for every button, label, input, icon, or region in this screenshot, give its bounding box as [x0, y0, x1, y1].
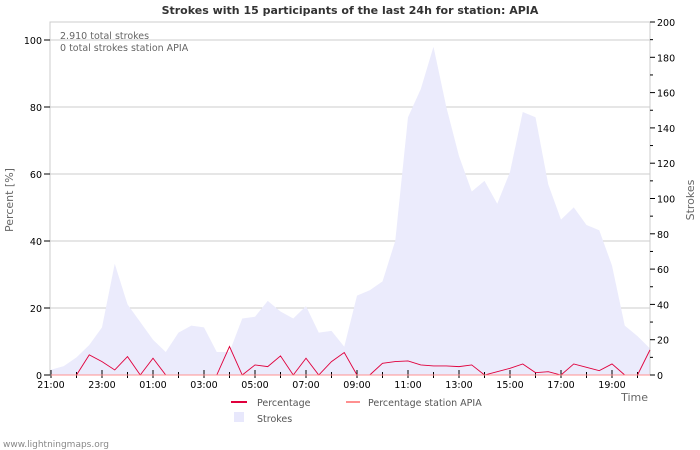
- y-right-tick-label: 0: [657, 371, 663, 382]
- legend-label-percentage-station: Percentage station APIA: [368, 398, 482, 409]
- y-right-tick-label: 140: [657, 124, 675, 135]
- legend: Percentage Percentage station APIA Strok…: [231, 398, 482, 425]
- y-right-tick-label: 40: [657, 300, 669, 311]
- y-left-tick-label: 100: [24, 36, 42, 47]
- y-right-tick-label: 200: [657, 18, 675, 29]
- y-right-tick-label: 180: [657, 53, 675, 64]
- x-tick-label: 19:00: [598, 380, 625, 391]
- x-tick-label: 21:00: [37, 380, 64, 391]
- legend-swatch-strokes: [234, 412, 244, 422]
- y-right-tick-label: 60: [657, 265, 669, 276]
- strokes-area-layer: [51, 46, 650, 376]
- x-tick-label: 03:00: [190, 380, 217, 391]
- y-right-tick-label: 80: [657, 230, 669, 241]
- y-left-tick-label: 20: [30, 304, 42, 315]
- y-right-tick-label: 20: [657, 336, 669, 347]
- y-right-tick-label: 120: [657, 159, 675, 170]
- x-tick-label: 01:00: [139, 380, 166, 391]
- y-right-tick-label: 160: [657, 89, 675, 100]
- percentage-line: [51, 345, 651, 376]
- x-tick-label: 11:00: [394, 380, 421, 391]
- percentage-lines-layer: [51, 345, 651, 376]
- legend-label-strokes: Strokes: [257, 414, 292, 425]
- axes: 0 20 40 60 80 100 0 20 40 60 80 100 120 140 160 180 200 2…: [24, 18, 675, 391]
- y-left-tick-label: 0: [36, 371, 42, 382]
- x-tick-label: 07:00: [292, 380, 319, 391]
- legend-label-percentage: Percentage: [257, 398, 311, 409]
- y-left-tick-label: 80: [30, 103, 42, 114]
- annotation-total-strokes: 2.910 total strokes: [60, 31, 149, 42]
- annotation-station-strokes: 0 total strokes station APIA: [60, 43, 189, 54]
- x-tick-label: 05:00: [241, 380, 268, 391]
- y-right-tick-label: 100: [657, 195, 675, 206]
- y-left-tick-label: 60: [30, 170, 42, 181]
- y-axis-left-label: Percent [%]: [3, 168, 16, 232]
- y-axis-right-label: Strokes: [684, 179, 697, 220]
- y-left-tick-label: 40: [30, 237, 42, 248]
- x-tick-label: 17:00: [547, 380, 574, 391]
- x-tick-label: 23:00: [88, 380, 115, 391]
- x-tick-label: 15:00: [496, 380, 523, 391]
- strokes-area: [51, 46, 650, 376]
- x-axis-label: Time: [620, 391, 648, 404]
- footer-site-link[interactable]: www.lightningmaps.org: [3, 440, 109, 450]
- chart-title: Strokes with 15 participants of the last…: [162, 4, 539, 17]
- x-tick-label: 13:00: [445, 380, 472, 391]
- x-tick-label: 09:00: [343, 380, 370, 391]
